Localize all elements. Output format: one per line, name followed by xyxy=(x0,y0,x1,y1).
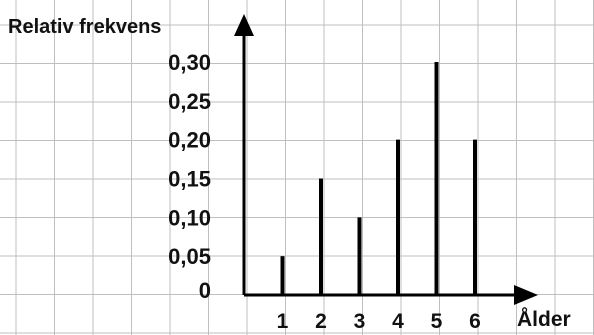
y-tick-label-4: 0,20 xyxy=(168,128,211,153)
x-tick-label-2: 2 xyxy=(315,310,327,333)
axes xyxy=(234,14,538,305)
x-tick-label-3: 3 xyxy=(354,310,366,333)
x-tick-label-1: 1 xyxy=(277,310,289,333)
y-tick-label-3: 0,15 xyxy=(168,167,211,192)
x-tick-labels: 1 2 3 4 5 6 xyxy=(277,310,481,333)
x-axis-title: Ålder xyxy=(517,307,571,331)
x-tick-label-4: 4 xyxy=(392,310,404,333)
x-axis-arrow xyxy=(514,285,538,305)
x-tick-label-5: 5 xyxy=(431,310,443,333)
y-tick-label-0: 0 xyxy=(199,278,211,303)
y-tick-label-6: 0,30 xyxy=(168,50,211,75)
y-tick-label-5: 0,25 xyxy=(168,89,211,114)
y-tick-label-1: 0,05 xyxy=(168,244,211,269)
y-axis-title: Relativ frekvens xyxy=(8,16,161,38)
bars xyxy=(280,62,477,295)
x-tick-label-6: 6 xyxy=(469,310,481,333)
y-tick-labels: 0 0,05 0,10 0,15 0,20 0,25 0,30 xyxy=(168,50,211,303)
y-axis-arrow xyxy=(234,14,254,36)
y-tick-label-2: 0,10 xyxy=(168,205,211,230)
